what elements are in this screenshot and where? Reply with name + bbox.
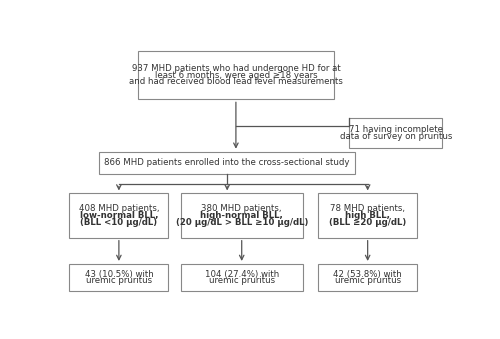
FancyBboxPatch shape (70, 193, 168, 238)
FancyBboxPatch shape (180, 264, 303, 291)
Text: uremic pruritus: uremic pruritus (86, 276, 152, 285)
FancyBboxPatch shape (180, 193, 303, 238)
FancyBboxPatch shape (318, 193, 417, 238)
Text: data of survey on pruritus: data of survey on pruritus (340, 132, 452, 141)
FancyBboxPatch shape (70, 264, 168, 291)
Text: 408 MHD patients,: 408 MHD patients, (78, 204, 159, 213)
Text: 866 MHD patients enrolled into the cross-sectional study: 866 MHD patients enrolled into the cross… (104, 158, 350, 167)
Text: high BLL,: high BLL, (345, 211, 390, 220)
Text: 78 MHD patients,: 78 MHD patients, (330, 204, 405, 213)
Text: 43 (10.5%) with: 43 (10.5%) with (84, 270, 154, 279)
Text: 937 MHD patients who had undergone HD for at: 937 MHD patients who had undergone HD fo… (132, 64, 340, 73)
FancyBboxPatch shape (138, 51, 334, 99)
FancyBboxPatch shape (349, 118, 442, 148)
Text: uremic pruritus: uremic pruritus (334, 276, 400, 285)
FancyBboxPatch shape (318, 264, 417, 291)
Text: and had received blood lead level measurements: and had received blood lead level measur… (129, 77, 343, 86)
Text: high-normal BLL,: high-normal BLL, (200, 211, 283, 220)
Text: uremic pruritus: uremic pruritus (208, 276, 275, 285)
Text: low-normal BLL,: low-normal BLL, (80, 211, 158, 220)
Text: (20 μg/dL > BLL ≥10 μg/dL): (20 μg/dL > BLL ≥10 μg/dL) (176, 218, 308, 227)
Text: 380 MHD patients,: 380 MHD patients, (202, 204, 282, 213)
Text: least 6 months, were aged ≥18 years: least 6 months, were aged ≥18 years (154, 71, 317, 80)
Text: 71 having incomplete: 71 having incomplete (349, 125, 443, 134)
Text: 104 (27.4%) with: 104 (27.4%) with (204, 270, 279, 279)
Text: (BLL ≥20 μg/dL): (BLL ≥20 μg/dL) (329, 218, 406, 227)
FancyBboxPatch shape (100, 152, 355, 174)
Text: 42 (53.8%) with: 42 (53.8%) with (334, 270, 402, 279)
Text: (BLL <10 μg/dL): (BLL <10 μg/dL) (80, 218, 158, 227)
